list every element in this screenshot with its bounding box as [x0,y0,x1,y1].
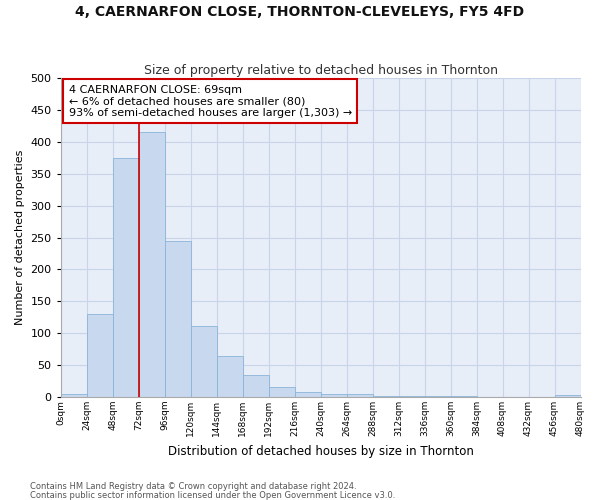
X-axis label: Distribution of detached houses by size in Thornton: Distribution of detached houses by size … [167,444,473,458]
Bar [554,395,581,397]
Bar [164,241,191,397]
Y-axis label: Number of detached properties: Number of detached properties [15,150,25,326]
Title: Size of property relative to detached houses in Thornton: Size of property relative to detached ho… [143,64,497,77]
Text: 4 CAERNARFON CLOSE: 69sqm
← 6% of detached houses are smaller (80)
93% of semi-d: 4 CAERNARFON CLOSE: 69sqm ← 6% of detach… [68,84,352,117]
Bar [217,356,242,397]
Text: Contains public sector information licensed under the Open Government Licence v3: Contains public sector information licen… [30,490,395,500]
Text: 4, CAERNARFON CLOSE, THORNTON-CLEVELEYS, FY5 4FD: 4, CAERNARFON CLOSE, THORNTON-CLEVELEYS,… [76,5,524,19]
Bar [295,392,320,397]
Bar [425,396,451,397]
Bar [398,396,425,397]
Bar [86,314,113,397]
Bar [191,326,217,397]
Bar [347,394,373,397]
Bar [320,394,347,397]
Bar [373,396,398,397]
Bar [61,394,86,397]
Bar [139,132,164,397]
Bar [451,396,476,397]
Text: Contains HM Land Registry data © Crown copyright and database right 2024.: Contains HM Land Registry data © Crown c… [30,482,356,491]
Bar [113,158,139,397]
Bar [269,388,295,397]
Bar [242,376,269,397]
